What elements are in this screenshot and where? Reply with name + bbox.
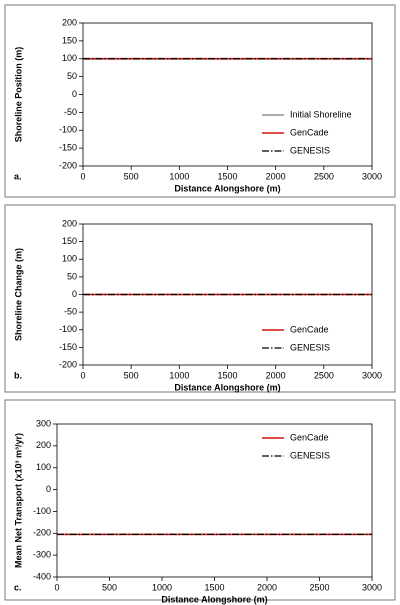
panel-frame bbox=[4, 4, 396, 198]
panel-frame bbox=[4, 399, 396, 601]
x-tick-label: 500 bbox=[102, 582, 117, 592]
x-tick-label: 0 bbox=[54, 582, 59, 592]
y-tick-label: 100 bbox=[62, 254, 77, 264]
plot-area bbox=[56, 423, 373, 578]
x-tick-label: 3000 bbox=[362, 370, 382, 380]
y-tick-label: -200 bbox=[59, 160, 77, 170]
x-tick-label: 2000 bbox=[257, 582, 277, 592]
y-tick-label: -150 bbox=[59, 143, 77, 153]
legend-label: GenCade bbox=[290, 324, 329, 334]
legend-label: GENESIS bbox=[290, 450, 330, 460]
x-tick-label: 1000 bbox=[152, 582, 172, 592]
x-tick-label: 2500 bbox=[314, 370, 334, 380]
x-tick-label: 1000 bbox=[169, 370, 189, 380]
x-tick-label: 500 bbox=[124, 370, 139, 380]
x-tick-label: 2000 bbox=[266, 370, 286, 380]
panel-label: c. bbox=[14, 582, 22, 592]
x-axis-label: Distance Alongshore (m) bbox=[174, 183, 280, 193]
y-tick-label: -200 bbox=[59, 359, 77, 369]
y-tick-label: -200 bbox=[33, 528, 51, 538]
y-tick-label: -50 bbox=[64, 107, 77, 117]
x-tick-label: 0 bbox=[80, 370, 85, 380]
y-tick-label: 50 bbox=[67, 271, 77, 281]
y-tick-label: -300 bbox=[33, 550, 51, 560]
x-tick-label: 1000 bbox=[169, 171, 189, 181]
y-tick-label: 300 bbox=[36, 418, 51, 428]
y-axis-label: Shoreline Position (m) bbox=[13, 47, 23, 143]
y-tick-label: 200 bbox=[62, 218, 77, 228]
legend-label: GenCade bbox=[290, 127, 329, 137]
y-axis-label: Mean Net Transport (x10³ m³/yr) bbox=[13, 433, 23, 568]
panel-frame bbox=[4, 204, 396, 393]
x-tick-label: 3000 bbox=[362, 582, 382, 592]
y-tick-label: 200 bbox=[36, 440, 51, 450]
x-tick-label: 500 bbox=[124, 171, 139, 181]
x-axis-label: Distance Alongshore (m) bbox=[161, 594, 267, 604]
y-tick-label: -50 bbox=[64, 307, 77, 317]
y-tick-label: 100 bbox=[62, 53, 77, 63]
x-tick-label: 1500 bbox=[204, 582, 224, 592]
x-tick-label: 2500 bbox=[309, 582, 329, 592]
y-tick-label: 0 bbox=[72, 89, 77, 99]
y-tick-label: 0 bbox=[46, 484, 51, 494]
legend-label: GENESIS bbox=[290, 342, 330, 352]
y-tick-label: 100 bbox=[36, 462, 51, 472]
y-tick-label: -150 bbox=[59, 342, 77, 352]
y-tick-label: 150 bbox=[62, 236, 77, 246]
panel-label: a. bbox=[14, 171, 22, 181]
x-axis-label: Distance Alongshore (m) bbox=[174, 382, 280, 392]
y-tick-label: 200 bbox=[62, 17, 77, 27]
legend-label: GenCade bbox=[290, 432, 329, 442]
y-tick-label: -100 bbox=[59, 324, 77, 334]
y-tick-label: 50 bbox=[67, 71, 77, 81]
legend-label: GENESIS bbox=[290, 145, 330, 155]
y-tick-label: -100 bbox=[59, 125, 77, 135]
y-tick-label: -100 bbox=[33, 506, 51, 516]
y-tick-label: -400 bbox=[33, 571, 51, 581]
x-tick-label: 2500 bbox=[314, 171, 334, 181]
x-tick-label: 1500 bbox=[217, 171, 237, 181]
legend-label: Initial Shoreline bbox=[290, 109, 352, 119]
y-tick-label: 0 bbox=[72, 289, 77, 299]
x-tick-label: 1500 bbox=[217, 370, 237, 380]
x-tick-label: 2000 bbox=[266, 171, 286, 181]
panel-label: b. bbox=[14, 370, 22, 380]
y-tick-label: 150 bbox=[62, 35, 77, 45]
y-axis-label: Shoreline Change (m) bbox=[13, 248, 23, 341]
x-tick-label: 3000 bbox=[362, 171, 382, 181]
x-tick-label: 0 bbox=[80, 171, 85, 181]
